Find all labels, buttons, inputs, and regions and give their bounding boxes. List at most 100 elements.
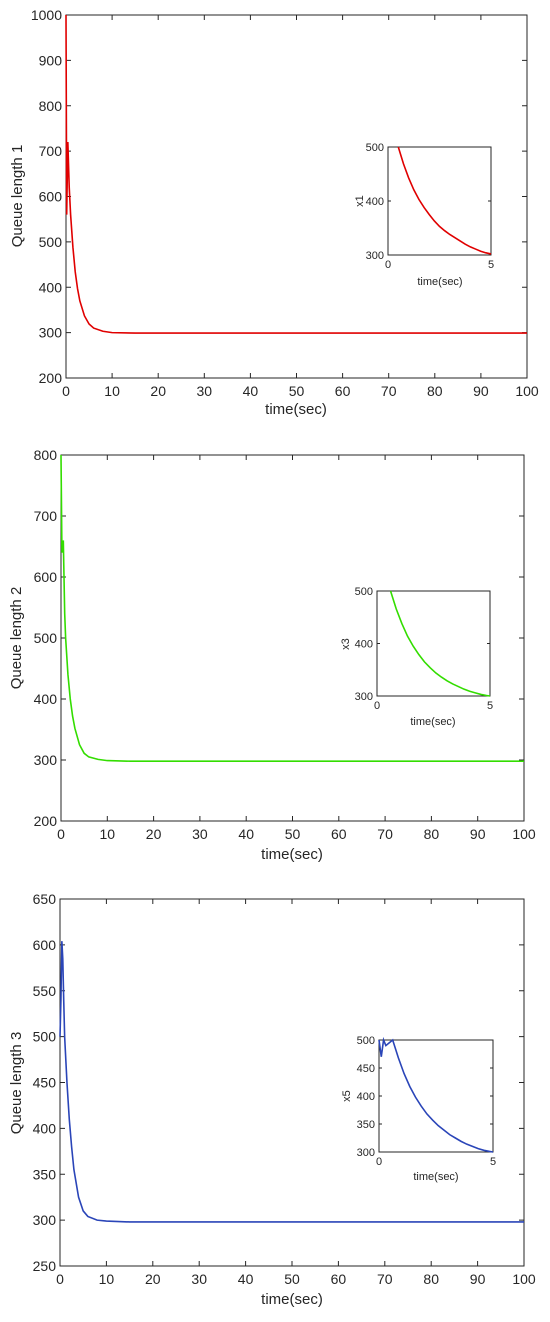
chart-2-y-tick-label: 700: [34, 508, 58, 524]
chart-3-x-tick-label: 0: [56, 1271, 64, 1287]
chart-3-y-tick-label: 450: [33, 1075, 57, 1091]
chart-2-inset: 0 5 300 400 500 time(sec) x3: [340, 586, 493, 728]
chart-3-y-tick-label: 650: [33, 891, 57, 907]
chart-3-inset-plot-area: [378, 1039, 494, 1153]
chart-2-x-tick-label: 10: [100, 826, 116, 842]
chart-1-inset: 0 5 300 400 500 time(sec) x1: [354, 142, 494, 288]
chart-1-x-tick-label: 70: [381, 383, 397, 399]
chart-1-y-axis-label: Queue length 1: [9, 145, 26, 248]
chart-1-y-tick-label: 600: [39, 189, 63, 205]
chart-3-y-tick-label: 600: [33, 937, 57, 953]
chart-3-inset-ticks: 0 5 300 350 400 450 500: [357, 1035, 496, 1168]
chart-3-y-axis-label: Queue length 3: [8, 1032, 25, 1135]
chart-3-x-tick-label: 80: [423, 1271, 439, 1287]
chart-3-y-tick-label: 300: [33, 1212, 57, 1228]
chart-1-inset-plot-area: [387, 146, 492, 256]
chart-2-y-tick-label: 800: [34, 447, 58, 463]
chart-2-ticks: 0 10 20 30 40 50 60 70 80 90 100200300400500600700…: [34, 447, 536, 842]
chart-2-inset-y-tick-label: 400: [355, 639, 373, 651]
chart-3-inset-y-axis-label: x5: [341, 1090, 353, 1102]
chart-3-inset-x-tick-label: 0: [376, 1156, 382, 1168]
chart-2-y-axis-label: Queue length 2: [8, 587, 25, 690]
chart-1-inset-x-tick-label: 5: [488, 259, 494, 271]
chart-2: 0 10 20 30 40 50 60 70 80 90 100200300400500600700…: [8, 447, 536, 863]
chart-3-x-tick-label: 70: [377, 1271, 393, 1287]
chart-2-inset-x-axis-label: time(sec): [410, 716, 455, 728]
chart-2-x-tick-label: 0: [57, 826, 65, 842]
chart-3-inset-x-axis-label: time(sec): [413, 1171, 458, 1183]
chart-2-y-tick-label: 600: [34, 569, 58, 585]
chart-3-x-tick-label: 50: [284, 1271, 300, 1287]
chart-3-x-tick-label: 10: [99, 1271, 115, 1287]
chart-2-x-axis-label: time(sec): [261, 846, 323, 863]
chart-3-inset-x-tick-label: 5: [490, 1156, 496, 1168]
chart-3-inset: 0 5 300 350 400 450 500 time(sec) x5: [341, 1035, 496, 1183]
chart-2-y-tick-label: 200: [34, 813, 58, 829]
chart-2-x-tick-label: 70: [377, 826, 393, 842]
chart-1-inset-series-line: [397, 146, 492, 255]
chart-3-inset-y-tick-label: 450: [357, 1063, 375, 1075]
chart-2-inset-ticks: 0 5 300 400 500: [355, 586, 493, 712]
chart-1-x-tick-label: 20: [150, 383, 166, 399]
chart-3-inset-series-line: [378, 1036, 494, 1153]
chart-3-inset-y-tick-label: 400: [357, 1091, 375, 1103]
chart-3-y-tick-label: 550: [33, 983, 57, 999]
chart-3-inset-y-tick-label: 500: [357, 1035, 375, 1047]
chart-2-x-tick-label: 80: [424, 826, 440, 842]
chart-3-ticks: 0 10 20 30 40 50 60 70 80 90 100250300350400450500…: [33, 891, 536, 1287]
chart-1-y-tick-label: 500: [39, 234, 63, 250]
chart-2-series-line: [60, 454, 524, 763]
chart-1-inset-y-tick-label: 400: [366, 196, 384, 208]
chart-2-y-tick-label: 400: [34, 691, 58, 707]
chart-3-series-line: [59, 941, 524, 1223]
chart-1-inset-x-axis-label: time(sec): [417, 276, 462, 288]
chart-1-y-tick-label: 700: [39, 143, 63, 159]
chart-2-inset-series-line: [389, 590, 491, 697]
chart-3-x-tick-label: 40: [238, 1271, 254, 1287]
chart-1: 0 10 20 30 40 50 60 70 80 90 100200300400500600700…: [9, 7, 539, 418]
chart-3-inset-y-tick-label: 350: [357, 1119, 375, 1131]
chart-1-inset-y-tick-label: 500: [366, 142, 384, 154]
chart-1-y-tick-label: 400: [39, 279, 63, 295]
chart-1-inset-ticks: 0 5 300 400 500: [366, 142, 494, 271]
chart-2-x-tick-label: 60: [331, 826, 347, 842]
chart-3-y-tick-label: 500: [33, 1029, 57, 1045]
chart-1-x-tick-label: 40: [243, 383, 259, 399]
chart-2-x-tick-label: 40: [238, 826, 254, 842]
chart-1-series-line: [65, 14, 527, 334]
chart-1-x-tick-label: 60: [335, 383, 351, 399]
chart-1-inset-y-tick-label: 300: [366, 250, 384, 262]
chart-1-x-tick-label: 30: [197, 383, 213, 399]
chart-1-inset-y-axis-label: x1: [354, 195, 366, 207]
chart-1-y-tick-label: 1000: [31, 7, 62, 23]
chart-3-inset-y-tick-label: 300: [357, 1147, 375, 1159]
chart-3-x-tick-label: 100: [512, 1271, 536, 1287]
chart-2-y-tick-label: 500: [34, 630, 58, 646]
chart-3-y-tick-label: 350: [33, 1166, 57, 1182]
chart-1-inset-x-tick-label: 0: [385, 259, 391, 271]
chart-1-x-tick-label: 50: [289, 383, 305, 399]
chart-1-x-tick-label: 10: [104, 383, 120, 399]
chart-1-y-tick-label: 900: [39, 52, 63, 68]
chart-2-inset-y-tick-label: 500: [355, 586, 373, 598]
chart-2-inset-x-tick-label: 0: [374, 700, 380, 712]
chart-2-inset-x-tick-label: 5: [487, 700, 493, 712]
chart-1-x-tick-label: 100: [515, 383, 539, 399]
chart-3-x-tick-label: 20: [145, 1271, 161, 1287]
chart-2-x-tick-label: 100: [512, 826, 536, 842]
chart-1-ticks: 0 10 20 30 40 50 60 70 80 90 100200300400500600700…: [31, 7, 539, 399]
chart-1-x-tick-label: 80: [427, 383, 443, 399]
chart-1-y-tick-label: 300: [39, 325, 63, 341]
chart-1-x-tick-label: 90: [473, 383, 489, 399]
chart-2-x-tick-label: 20: [146, 826, 162, 842]
chart-1-x-axis-label: time(sec): [265, 401, 327, 418]
chart-2-x-tick-label: 50: [285, 826, 301, 842]
chart-2-x-tick-label: 30: [192, 826, 208, 842]
chart-3: 0 10 20 30 40 50 60 70 80 90 100250300350400450500…: [8, 891, 536, 1308]
chart-1-y-tick-label: 800: [39, 98, 63, 114]
chart-3-x-axis-label: time(sec): [261, 1291, 323, 1308]
chart-2-inset-y-tick-label: 300: [355, 691, 373, 703]
chart-2-inset-y-axis-label: x3: [340, 638, 352, 650]
chart-1-x-tick-label: 0: [62, 383, 70, 399]
